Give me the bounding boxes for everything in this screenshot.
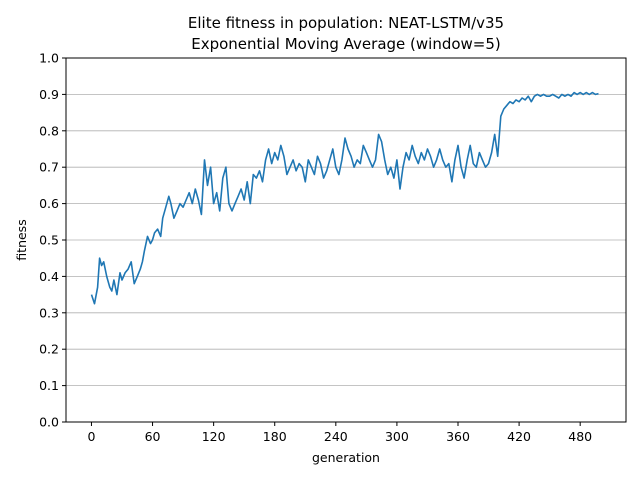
chart-subtitle: Exponential Moving Average (window=5) [191,35,501,53]
x-axis-label: generation [312,450,380,465]
y-tick-label: 0.9 [39,87,59,102]
x-tick-label: 120 [202,429,226,444]
x-tick-label: 240 [324,429,348,444]
x-tick-label: 480 [568,429,592,444]
x-tick-label: 60 [145,429,161,444]
x-tick-label: 180 [263,429,287,444]
y-axis-label: fitness [14,219,29,260]
series-layer [90,91,599,305]
series-line [90,91,599,305]
x-axis-ticks: 0 60 120 180 240 300 360 420 480 [87,422,592,444]
x-tick-label: 420 [507,429,531,444]
y-tick-label: 0.1 [39,378,59,393]
y-tick-label: 0.4 [39,269,59,284]
y-tick-label: 0.8 [39,123,59,138]
y-tick-label: 0.6 [39,196,59,211]
y-tick-label: 0.3 [39,305,59,320]
x-tick-label: 360 [446,429,470,444]
y-tick-label: 0.7 [39,160,59,175]
y-tick-label: 1.0 [39,51,59,66]
y-axis-ticks: 0.0 0.1 0.2 0.3 0.4 0.5 0.6 0.7 0.8 0.9 1.0 [39,51,66,430]
x-tick-label: 0 [87,429,95,444]
y-tick-label: 0.5 [39,233,59,248]
y-tick-label: 0.2 [39,342,59,357]
y-tick-label: 0.0 [39,415,59,430]
x-tick-label: 300 [385,429,409,444]
chart-title: Elite fitness in population: NEAT-LSTM/v… [188,14,504,32]
